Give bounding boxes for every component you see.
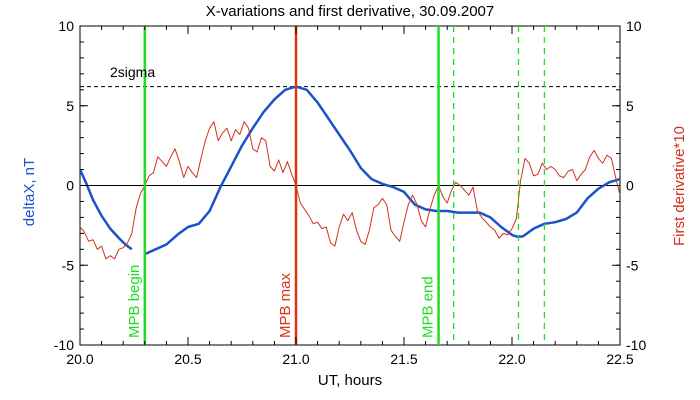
- threshold-label: 2sigma: [110, 64, 155, 80]
- deltax-line: [144, 85, 621, 256]
- series-layer: [78, 85, 621, 260]
- y-tick-label-right: 5: [626, 98, 634, 114]
- y-tick-label-left: 5: [66, 98, 74, 114]
- y-axis-label-left: deltaX, nT: [21, 158, 38, 226]
- y-tick-label-right: -10: [626, 337, 646, 353]
- x-tick-label: 22.0: [498, 351, 525, 367]
- marker-label: MPB end: [420, 276, 437, 338]
- y-tick-label-left: -10: [54, 337, 74, 353]
- x-tick-label: 20.5: [174, 351, 201, 367]
- y-tick-label-left: 0: [66, 178, 74, 194]
- deltax-line: [78, 168, 133, 251]
- tick-layer: 20.0 20.5 21.0 21.5 22.0 22.5-10-50510-10-505…: [54, 18, 647, 367]
- y-tick-label-right: 0: [626, 178, 634, 194]
- x-axis-label: UT, hours: [318, 372, 382, 389]
- marker-layer: MPB begin MPB max MPB end: [126, 26, 546, 345]
- chart-title: X-variations and first derivative, 30.09…: [206, 3, 495, 20]
- y-tick-label-left: -5: [62, 257, 75, 273]
- y-tick-label-left: 10: [58, 18, 74, 34]
- plot-area: MPB begin MPB max MPB end 20.0 20.5 21.0 21.5…: [54, 18, 647, 367]
- x-tick-label: 21.5: [390, 351, 417, 367]
- x-tick-label: 21.0: [282, 351, 309, 367]
- guide-lines: [80, 86, 620, 186]
- y-axis-label-right: First derivative*10: [671, 126, 688, 246]
- y-tick-label-right: 10: [626, 18, 642, 34]
- derivative-line: [79, 121, 621, 260]
- y-tick-label-right: -5: [626, 257, 639, 273]
- x-tick-label: 22.5: [606, 351, 633, 367]
- marker-label: MPB begin: [126, 265, 143, 338]
- x-tick-label: 20.0: [66, 351, 93, 367]
- marker-label: MPB max: [277, 272, 294, 338]
